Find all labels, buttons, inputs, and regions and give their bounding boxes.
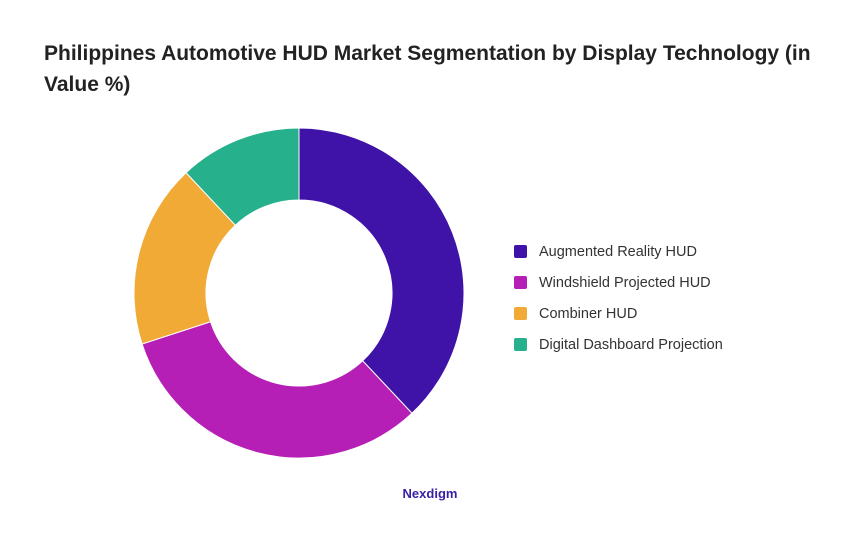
legend-item: Windshield Projected HUD [514, 267, 723, 298]
legend-swatch [514, 338, 527, 351]
legend-item: Combiner HUD [514, 298, 723, 329]
donut-slice-digital-dashboard-projection [185, 127, 300, 226]
brand-label: Nexdigm [402, 486, 458, 501]
legend-label: Augmented Reality HUD [539, 243, 697, 260]
chart-legend: Augmented Reality HUD Windshield Projecte… [514, 236, 723, 360]
donut-slice-augmented-reality-hud [298, 127, 465, 414]
chart-title: Philippines Automotive HUD Market Segmen… [44, 42, 811, 96]
donut-slices [133, 127, 465, 459]
legend-swatch [514, 307, 527, 320]
legend-swatch [514, 245, 527, 258]
legend-label: Combiner HUD [539, 305, 638, 322]
legend-item: Digital Dashboard Projection [514, 329, 723, 360]
legend-label: Digital Dashboard Projection [539, 336, 723, 353]
legend-swatch [514, 276, 527, 289]
legend-label: Windshield Projected HUD [539, 274, 711, 291]
donut-slice-windshield-projected-hud [141, 321, 413, 459]
legend-item: Augmented Reality HUD [514, 236, 723, 267]
